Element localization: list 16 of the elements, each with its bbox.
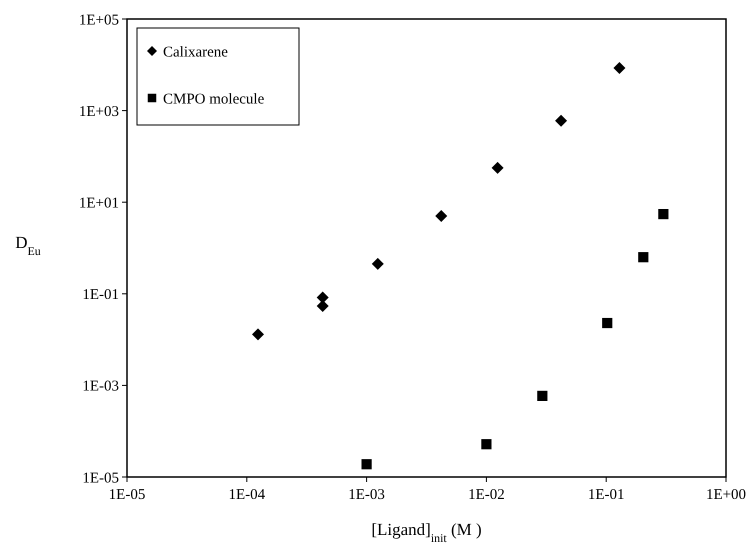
- x-tick-label: 1E-05: [108, 487, 146, 503]
- legend-label: CMPO molecule: [163, 91, 265, 108]
- x-axis-title: [Ligand]$_{init}$ (M ): [371, 520, 482, 545]
- y-tick-label: 1E-05: [82, 470, 119, 486]
- y-tick-label: 1E-03: [82, 378, 119, 395]
- y-tick-label: 1E-01: [82, 287, 119, 304]
- x-tick-label: 1E-01: [588, 487, 625, 503]
- y-axis-title: D$_{Eu}$: [15, 233, 41, 258]
- x-tick-label: 1E+00: [706, 487, 746, 503]
- y-tick-label: 1E+05: [78, 12, 119, 28]
- y-tick-label: 1E+01: [78, 195, 119, 212]
- y-tick-label: 1E+03: [78, 104, 119, 120]
- legend-label: Calixarene: [163, 44, 228, 60]
- x-tick-label: 1E-03: [348, 487, 385, 503]
- x-tick-label: 1E-02: [468, 487, 505, 503]
- x-tick-label: 1E-04: [228, 487, 266, 503]
